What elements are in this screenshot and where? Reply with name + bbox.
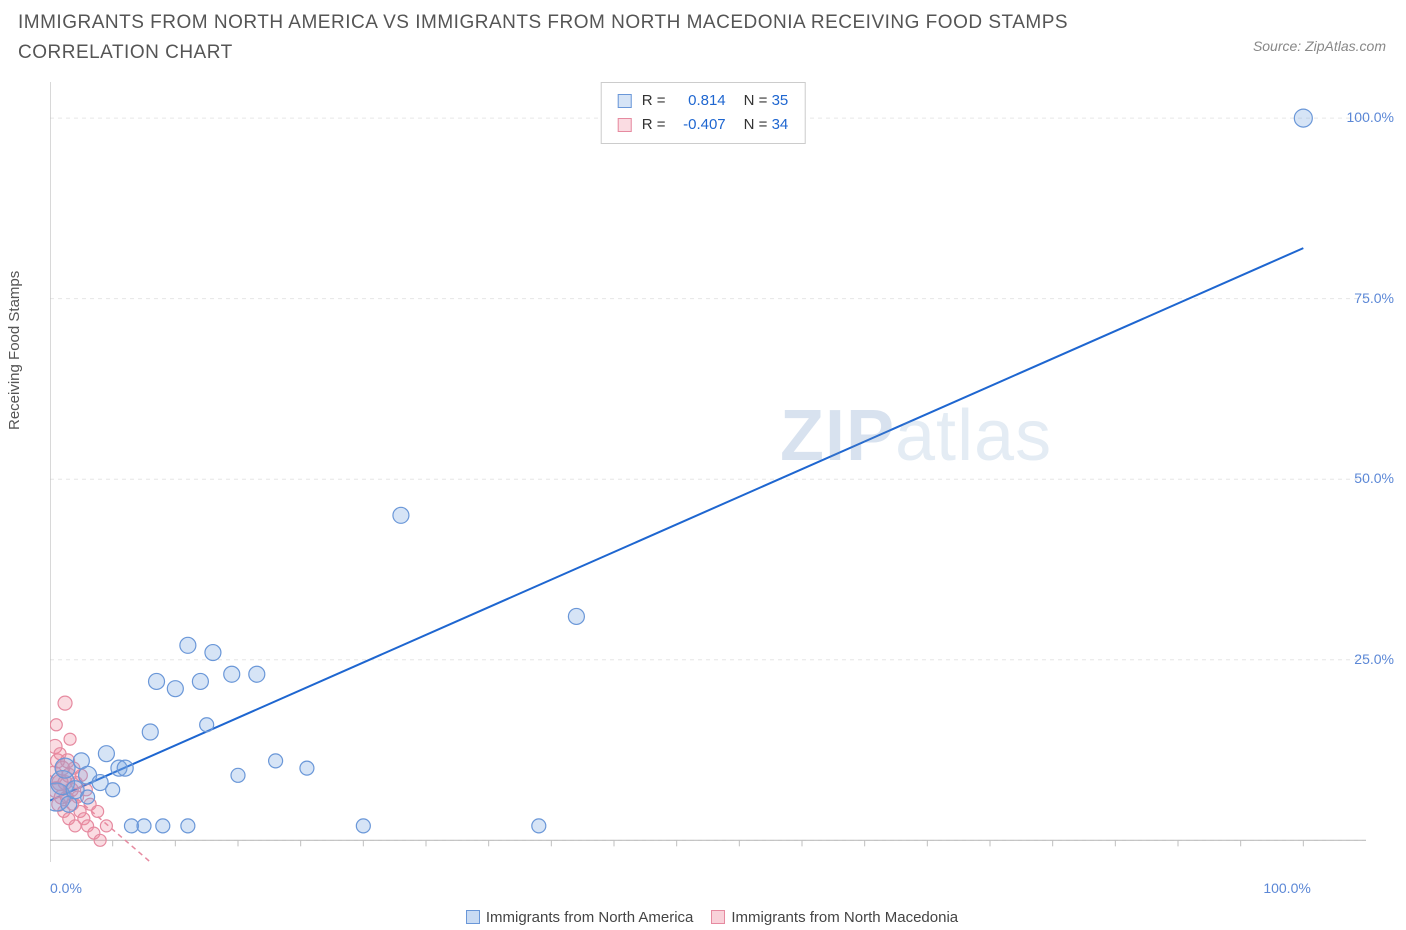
bottom-legend: Immigrants from North America Immigrants … [0,909,1406,926]
stats-row: R = 0.814N = 35 [618,89,789,113]
stats-legend: R = 0.814N = 35R = -0.407N = 34 [601,82,806,144]
y-tick-label: 50.0% [1354,470,1394,486]
y-tick-label: 75.0% [1354,290,1394,306]
legend-swatch [466,910,480,924]
y-axis-label: Receiving Food Stamps [6,271,23,430]
watermark: ZIPatlas [780,395,1052,477]
legend-swatch [711,910,725,924]
chart-title: IMMIGRANTS FROM NORTH AMERICA VS IMMIGRA… [18,8,1118,69]
watermark-atlas: atlas [895,396,1052,476]
source-label: Source: ZipAtlas.com [1253,38,1386,54]
y-tick-label: 25.0% [1354,651,1394,667]
y-tick-label: 100.0% [1347,109,1394,125]
scatter-chart [50,82,1366,862]
watermark-zip: ZIP [780,396,895,476]
legend-label: Immigrants from North Macedonia [731,909,958,926]
x-tick-label: 0.0% [50,880,82,896]
legend-label: Immigrants from North America [486,909,694,926]
stats-row: R = -0.407N = 34 [618,113,789,137]
x-tick-label: 100.0% [1263,880,1310,896]
